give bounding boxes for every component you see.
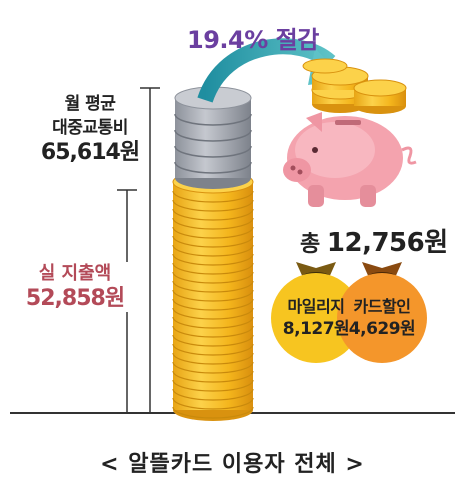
actual-spend-label: 실 지출액 52,858원: [20, 262, 130, 312]
piggy-bank-icon: [283, 112, 417, 207]
mileage-text: 마일리지 8,127원: [276, 296, 356, 340]
mileage-label: 마일리지: [287, 297, 345, 316]
silver-coin-stack: [174, 86, 252, 189]
actual-label: 실 지출액: [38, 263, 112, 284]
total-savings: 총 12,756원: [300, 222, 448, 259]
average-amount: 65,614원: [40, 140, 140, 165]
total-prefix: 총: [300, 232, 327, 257]
average-line1: 월 평균: [64, 94, 116, 114]
savings-title: 19.4% 절감: [187, 26, 319, 54]
coin-pile: [302, 58, 407, 114]
card-discount-amount: 4,629원: [348, 319, 416, 339]
average-line2: 대중교통비: [52, 118, 128, 138]
card-discount-label: 카드할인: [353, 297, 411, 316]
caption: < 알뜰카드 이용자 전체 >: [100, 452, 365, 477]
average-cost-label: 월 평균 대중교통비 65,614원: [40, 92, 140, 166]
mileage-pouch-icon: [271, 262, 361, 363]
mileage-amount: 8,127원: [282, 319, 350, 339]
total-amount: 12,756원: [326, 228, 448, 258]
actual-amount: 52,858원: [25, 286, 125, 311]
card-discount-pouch-icon: [337, 262, 427, 363]
gold-coin-stack: [172, 170, 254, 421]
card-discount-text: 카드할인 4,629원: [342, 296, 422, 340]
average-dimension-line: [140, 87, 160, 414]
